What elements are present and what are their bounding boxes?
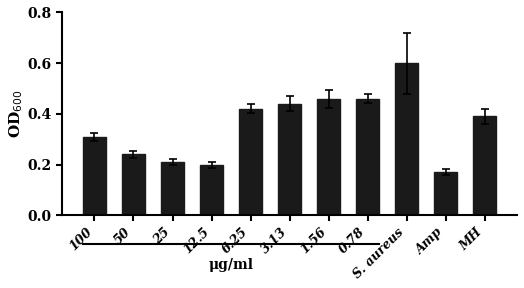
Bar xyxy=(395,63,418,215)
Bar xyxy=(122,154,145,215)
Bar xyxy=(356,99,379,215)
Bar xyxy=(83,137,106,215)
Bar xyxy=(200,164,223,215)
Bar xyxy=(434,172,457,215)
Bar xyxy=(317,99,340,215)
Bar xyxy=(473,116,496,215)
Bar xyxy=(278,104,301,215)
Text: μg/ml: μg/ml xyxy=(209,258,254,272)
Bar xyxy=(239,109,262,215)
Bar xyxy=(161,162,184,215)
Y-axis label: OD$_{600}$: OD$_{600}$ xyxy=(7,90,25,138)
